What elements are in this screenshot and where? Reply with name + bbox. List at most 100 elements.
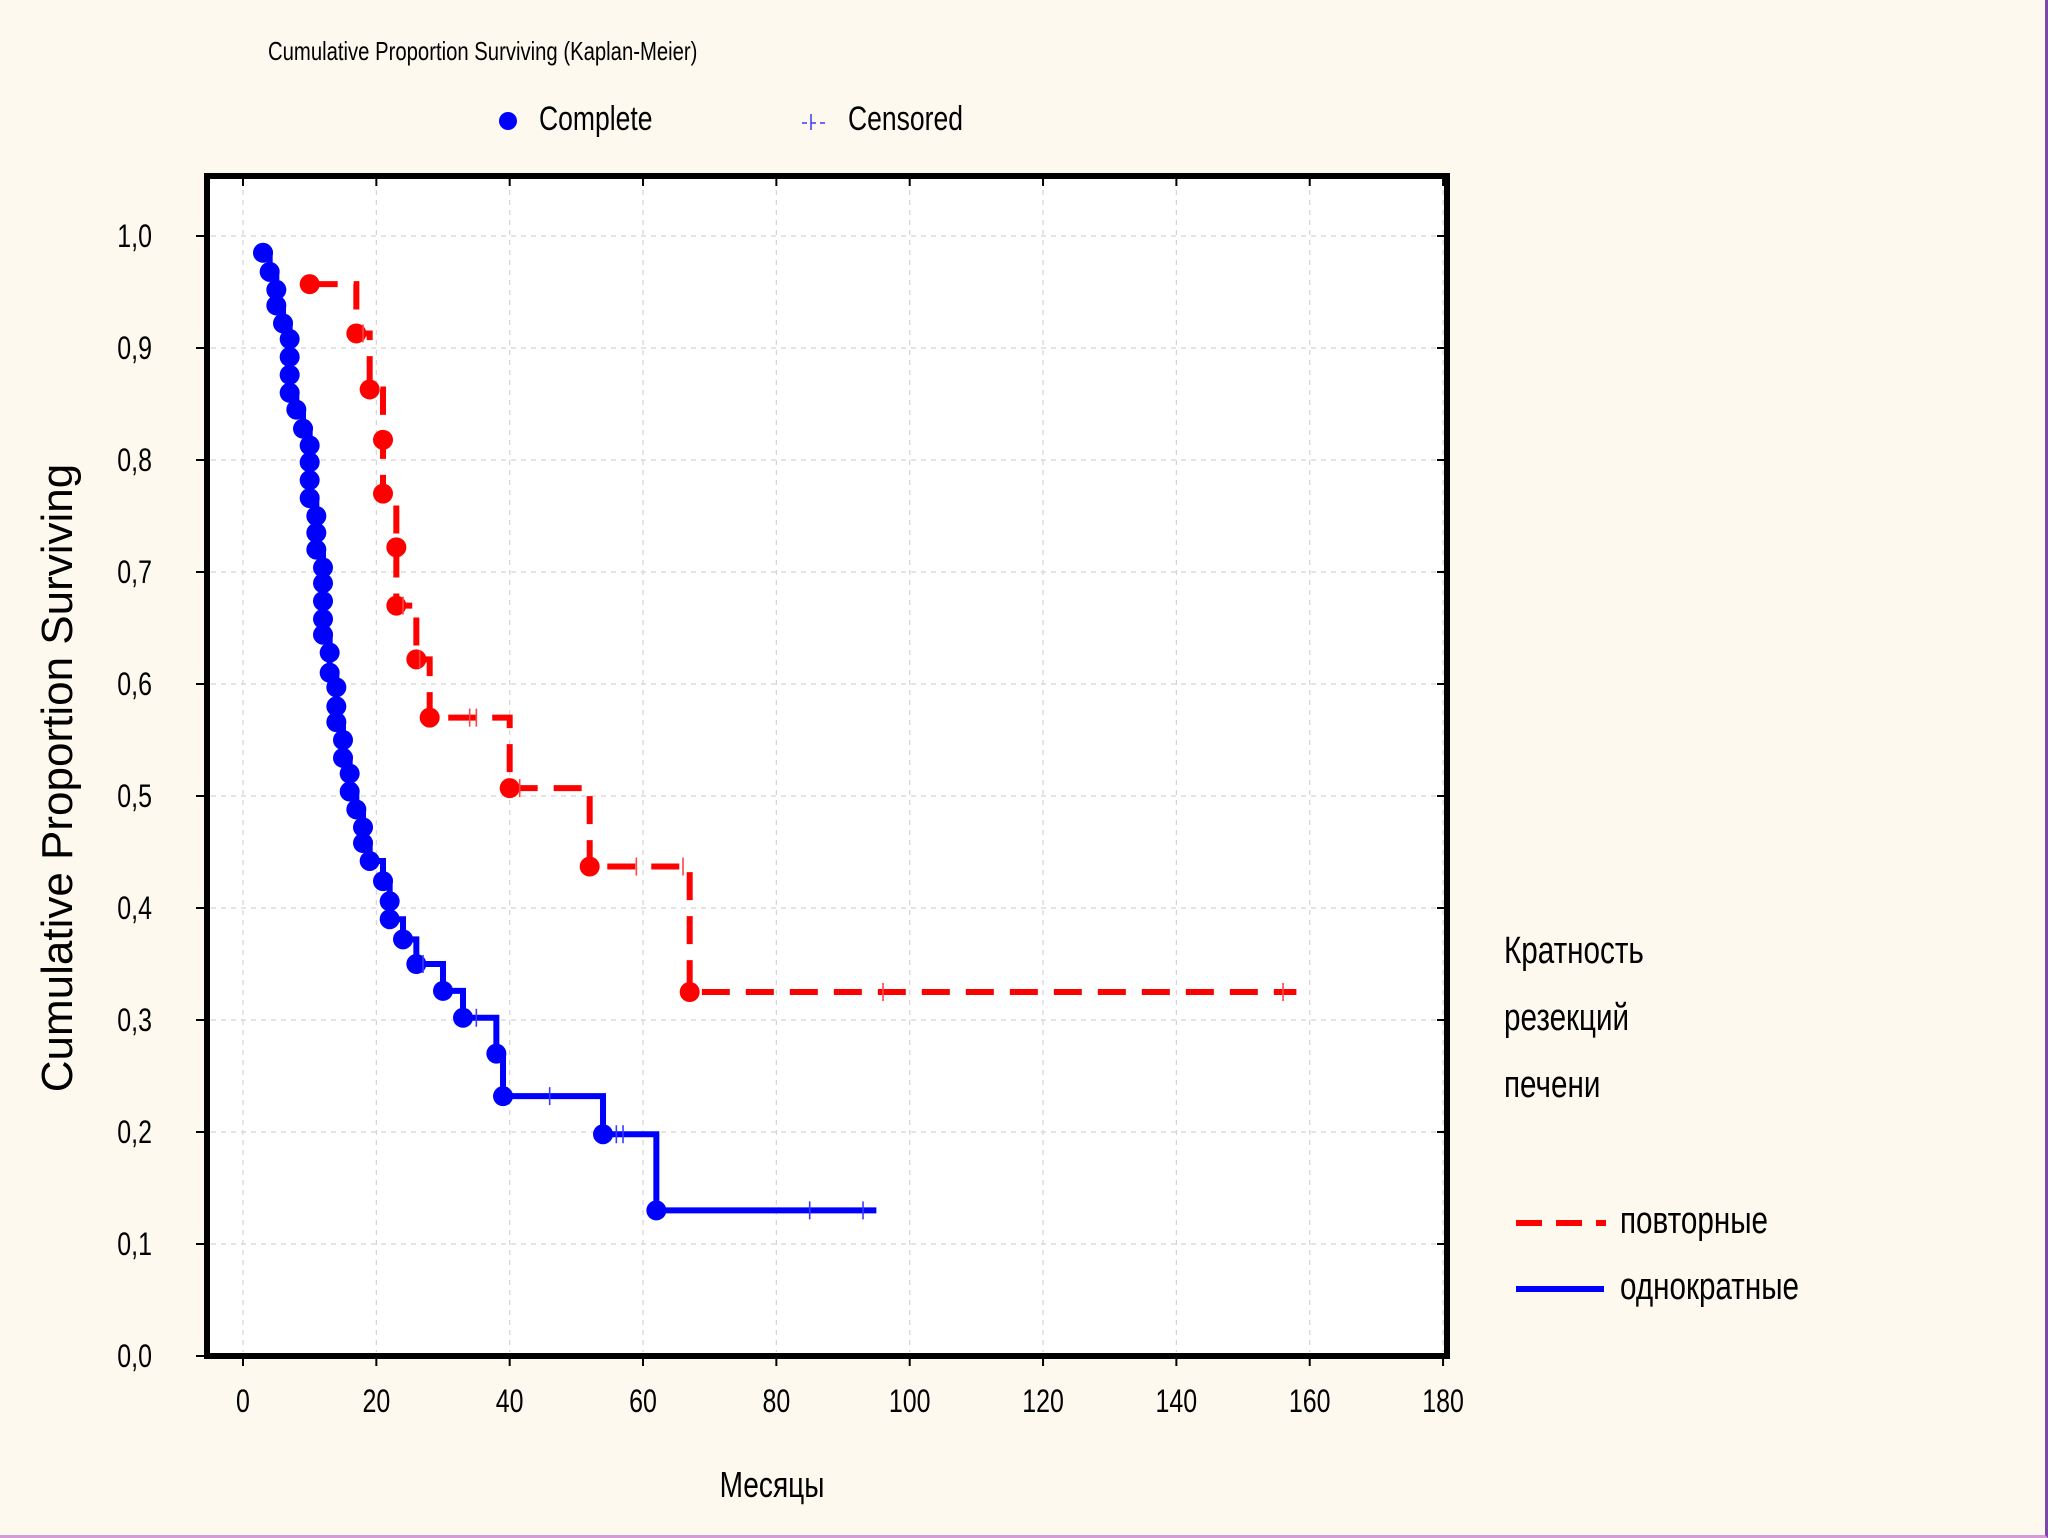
event-point bbox=[313, 609, 334, 630]
series-single bbox=[253, 242, 877, 1221]
km-curve bbox=[309, 281, 1297, 995]
event-point bbox=[326, 677, 347, 698]
event-point bbox=[499, 778, 520, 799]
event-point bbox=[266, 279, 287, 300]
event-point bbox=[279, 382, 300, 403]
event-point bbox=[266, 295, 287, 316]
x-tick-label: 100 bbox=[889, 1384, 931, 1420]
x-tick-label: 160 bbox=[1289, 1384, 1331, 1420]
event-point bbox=[373, 429, 394, 450]
event-point bbox=[453, 1007, 474, 1028]
event-point bbox=[286, 399, 307, 420]
event-point bbox=[346, 323, 367, 344]
censored-marker-icon bbox=[802, 114, 828, 131]
legend-complete: Complete bbox=[497, 100, 685, 139]
plot-frame bbox=[204, 173, 1450, 1359]
event-point bbox=[313, 591, 334, 612]
solid-line-swatch-icon bbox=[1516, 1285, 1604, 1292]
event-point bbox=[326, 712, 347, 733]
y-tick-label: 0,8 bbox=[117, 443, 152, 479]
event-point bbox=[386, 595, 407, 616]
event-point bbox=[359, 850, 380, 871]
event-point bbox=[319, 642, 340, 663]
event-point bbox=[293, 418, 314, 439]
legend-item-single: однократные bbox=[1504, 1266, 1849, 1309]
event-point bbox=[486, 1043, 507, 1064]
y-tick-label: 1,0 bbox=[117, 219, 152, 255]
event-point bbox=[299, 435, 320, 456]
event-point bbox=[679, 982, 700, 1002]
event-point bbox=[306, 539, 327, 560]
event-point bbox=[326, 696, 347, 717]
event-point bbox=[313, 573, 334, 594]
event-point bbox=[279, 329, 300, 350]
event-point bbox=[313, 557, 334, 578]
chart-title: Cumulative Proportion Surviving (Kaplan-… bbox=[268, 36, 698, 66]
event-point bbox=[579, 856, 600, 877]
group-legend-title-line-2: резекций bbox=[1504, 997, 1630, 1039]
legend-item-repeat: повторные bbox=[1504, 1200, 1810, 1243]
x-tick-label: 20 bbox=[362, 1384, 390, 1420]
series-layer bbox=[253, 242, 1297, 1221]
group-legend-title-line-1: Кратность bbox=[1504, 930, 1644, 972]
event-point bbox=[299, 452, 320, 473]
legend-censored-label: Censored bbox=[848, 100, 963, 138]
event-point bbox=[373, 483, 394, 504]
y-tick-label: 0,4 bbox=[117, 891, 152, 927]
x-tick-label: 0 bbox=[236, 1384, 250, 1420]
event-point bbox=[386, 537, 407, 558]
event-point bbox=[333, 730, 354, 750]
event-point bbox=[333, 747, 354, 768]
event-point bbox=[393, 929, 414, 950]
event-point bbox=[273, 313, 294, 334]
event-point bbox=[433, 980, 454, 1001]
group-legend-title-line-3: печени bbox=[1504, 1064, 1601, 1106]
event-point bbox=[379, 909, 400, 930]
plot-area bbox=[207, 176, 1447, 1356]
event-point bbox=[279, 364, 300, 385]
x-tick-label: 180 bbox=[1422, 1384, 1464, 1420]
event-point bbox=[279, 346, 300, 367]
x-tick-label: 120 bbox=[1022, 1384, 1064, 1420]
y-tick-label: 0,0 bbox=[117, 1339, 152, 1375]
event-point bbox=[373, 871, 394, 892]
x-tick-label: 80 bbox=[762, 1384, 790, 1420]
legend-item-single-label: однократные bbox=[1620, 1266, 1799, 1308]
event-point bbox=[299, 470, 320, 491]
event-point bbox=[359, 379, 380, 400]
series-repeat bbox=[299, 274, 1297, 1002]
event-point bbox=[339, 763, 360, 784]
event-point bbox=[379, 891, 400, 912]
event-point bbox=[353, 817, 374, 838]
event-point bbox=[306, 522, 327, 543]
y-tick-label: 0,1 bbox=[117, 1227, 152, 1263]
y-tick-label: 0,5 bbox=[117, 779, 152, 815]
dashed-line-swatch-icon bbox=[1516, 1219, 1606, 1226]
event-point bbox=[346, 799, 367, 820]
y-tick-label: 0,7 bbox=[117, 555, 152, 591]
event-point bbox=[306, 506, 327, 526]
event-point bbox=[593, 1124, 614, 1145]
event-point bbox=[419, 707, 440, 728]
complete-marker-icon bbox=[499, 112, 517, 131]
event-point bbox=[313, 624, 334, 645]
event-point bbox=[646, 1200, 667, 1221]
event-point bbox=[406, 954, 427, 974]
event-point bbox=[259, 261, 280, 282]
event-point bbox=[406, 649, 427, 670]
x-axis-title: Месяцы bbox=[719, 1464, 825, 1505]
axes: 0 20 40 60 80 100 120 140 160 180 0,0 0,1 0,2 0,3 0,4 0… bbox=[117, 176, 1464, 1420]
x-tick-label: 60 bbox=[629, 1384, 657, 1420]
legend-item-repeat-label: повторные bbox=[1620, 1200, 1769, 1242]
y-tick-label: 0,2 bbox=[117, 1115, 152, 1151]
event-point bbox=[299, 488, 320, 509]
event-point bbox=[353, 833, 374, 854]
legend-censored: Censored bbox=[800, 100, 995, 139]
event-point bbox=[253, 242, 274, 263]
y-axis-title: Cumulative Proportion Surviving bbox=[33, 463, 82, 1093]
x-tick-label: 40 bbox=[496, 1384, 524, 1420]
y-tick-label: 0,3 bbox=[117, 1003, 152, 1039]
y-tick-label: 0,9 bbox=[117, 331, 152, 367]
